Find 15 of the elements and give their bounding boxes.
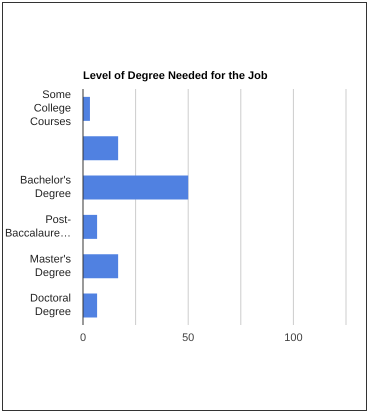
bar [83,136,118,160]
bar [83,96,90,121]
bar [83,214,98,239]
bar [83,254,118,278]
y-tick-label: Some College Courses [30,89,72,128]
y-tick-label: Doctoral Degree [30,292,71,318]
x-tick-label: 100 [284,332,303,344]
x-tick-label: 0 [80,332,86,344]
y-tick-label: Master's Degree [30,253,72,279]
chart-title: Level of Degree Needed for the Job [83,70,268,82]
bar [83,176,188,200]
x-tick-label: 50 [182,332,194,344]
y-tick-label: Post-Baccalaure… [4,214,72,240]
y-tick-label: Bachelor's Degree [20,174,72,200]
bar [83,294,98,318]
